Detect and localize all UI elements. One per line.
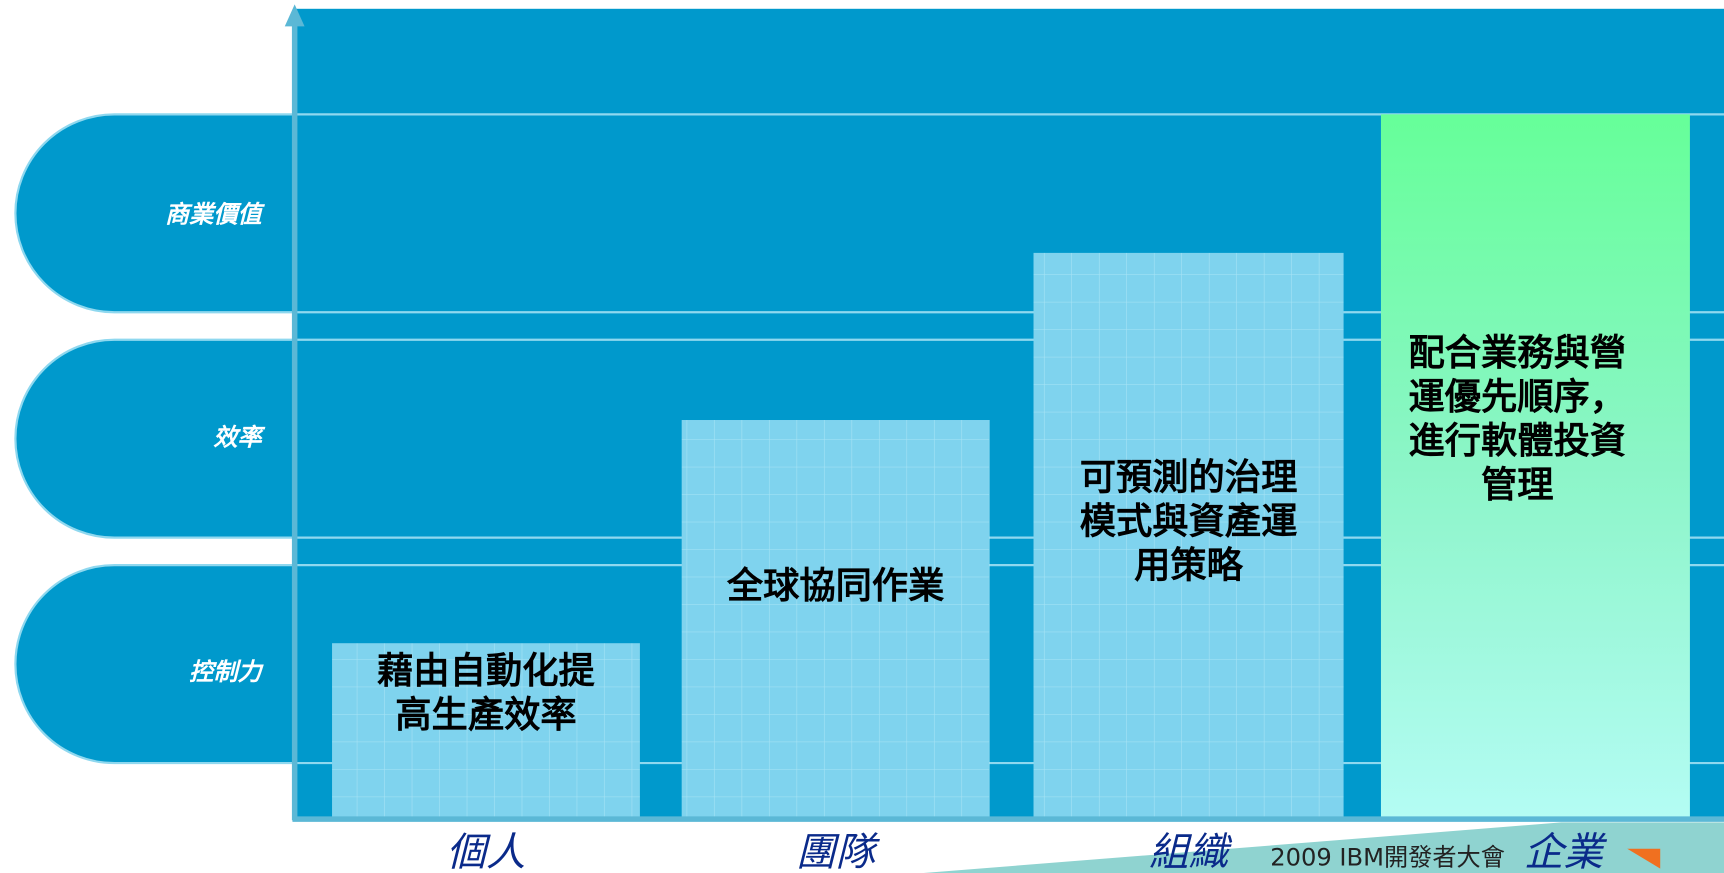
bar-text: 可預測的治理 [1080,455,1298,498]
bar [332,643,640,820]
x-label: 團隊 [796,829,881,873]
bar-text: 配合業務與營 [1408,331,1626,374]
footer-band [923,822,1724,873]
bar [1380,114,1690,820]
x-label: 個人 [446,829,525,873]
row-label: 商業價值 [165,201,266,229]
bar-text: 運優先順序， [1408,375,1626,418]
bar-text: 高生產效率 [395,693,576,736]
bar-text: 模式與資產運 [1080,499,1298,542]
bar-text: 用策略 [1134,543,1244,586]
bar [1033,252,1344,820]
row-tab [14,564,296,765]
axis-arrow [284,4,305,27]
footer: 2009 IBM開發者大會 [1270,844,1505,872]
logo-mark [1627,848,1661,869]
row-label: 控制力 [189,658,264,686]
bar-text: 管理 [1481,463,1554,506]
row-label: 效率 [213,424,265,452]
x-label: 企業 [1524,829,1608,873]
bar-text: 進行軟體投資 [1408,419,1626,462]
bar-text: 全球協同作業 [726,564,945,607]
bar-text: 藉由自動化提 [377,649,595,692]
row-tab [14,338,296,539]
row-tab [14,113,296,314]
bar [681,420,990,820]
x-label: 組織 [1149,829,1233,873]
row-tabs [14,113,296,765]
